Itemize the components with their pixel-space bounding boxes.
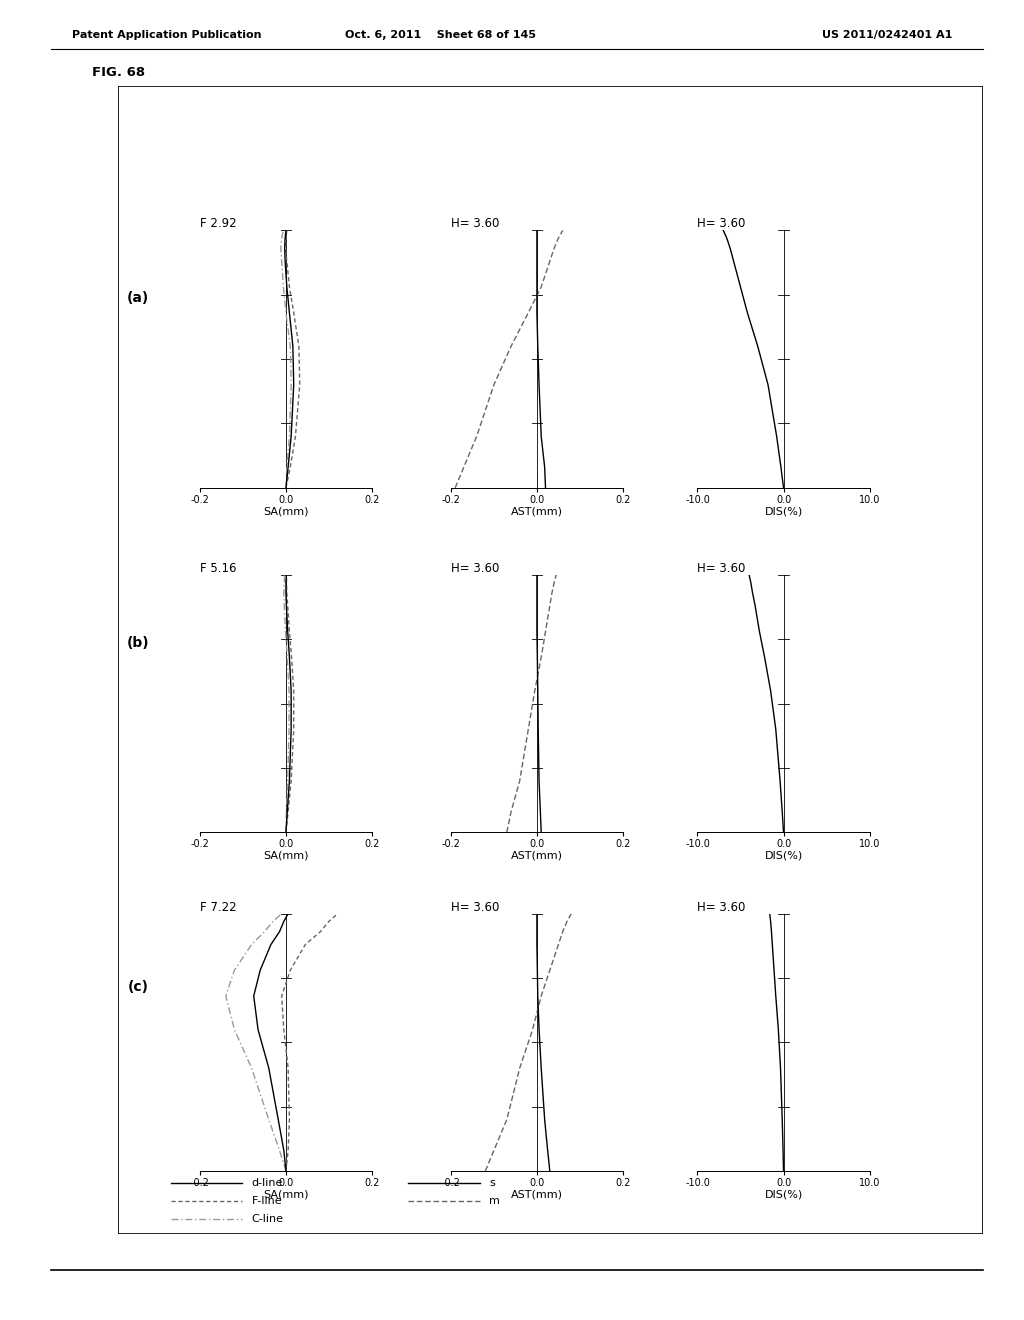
- X-axis label: DIS(%): DIS(%): [764, 850, 803, 861]
- Text: C-line: C-line: [252, 1213, 284, 1224]
- X-axis label: AST(mm): AST(mm): [511, 1189, 563, 1200]
- Text: s: s: [489, 1179, 496, 1188]
- Text: F-line: F-line: [252, 1196, 282, 1206]
- Text: m: m: [489, 1196, 501, 1206]
- Text: H= 3.60: H= 3.60: [451, 562, 500, 576]
- Text: FIG. 68: FIG. 68: [92, 66, 145, 79]
- Text: H= 3.60: H= 3.60: [697, 218, 745, 230]
- X-axis label: AST(mm): AST(mm): [511, 850, 563, 861]
- Text: Oct. 6, 2011    Sheet 68 of 145: Oct. 6, 2011 Sheet 68 of 145: [345, 30, 536, 41]
- Text: H= 3.60: H= 3.60: [451, 900, 500, 913]
- X-axis label: SA(mm): SA(mm): [263, 850, 308, 861]
- X-axis label: DIS(%): DIS(%): [764, 506, 803, 516]
- Text: Patent Application Publication: Patent Application Publication: [72, 30, 261, 41]
- X-axis label: SA(mm): SA(mm): [263, 1189, 308, 1200]
- Text: (c): (c): [128, 981, 148, 994]
- Text: (b): (b): [127, 636, 150, 649]
- Text: H= 3.60: H= 3.60: [451, 218, 500, 230]
- Text: US 2011/0242401 A1: US 2011/0242401 A1: [822, 30, 952, 41]
- X-axis label: SA(mm): SA(mm): [263, 506, 308, 516]
- Text: H= 3.60: H= 3.60: [697, 900, 745, 913]
- Text: (a): (a): [127, 292, 150, 305]
- Text: F 7.22: F 7.22: [200, 900, 237, 913]
- Text: F 5.16: F 5.16: [200, 562, 237, 576]
- Text: H= 3.60: H= 3.60: [697, 562, 745, 576]
- X-axis label: AST(mm): AST(mm): [511, 506, 563, 516]
- X-axis label: DIS(%): DIS(%): [764, 1189, 803, 1200]
- Text: d-line: d-line: [252, 1179, 283, 1188]
- Text: F 2.92: F 2.92: [200, 218, 237, 230]
